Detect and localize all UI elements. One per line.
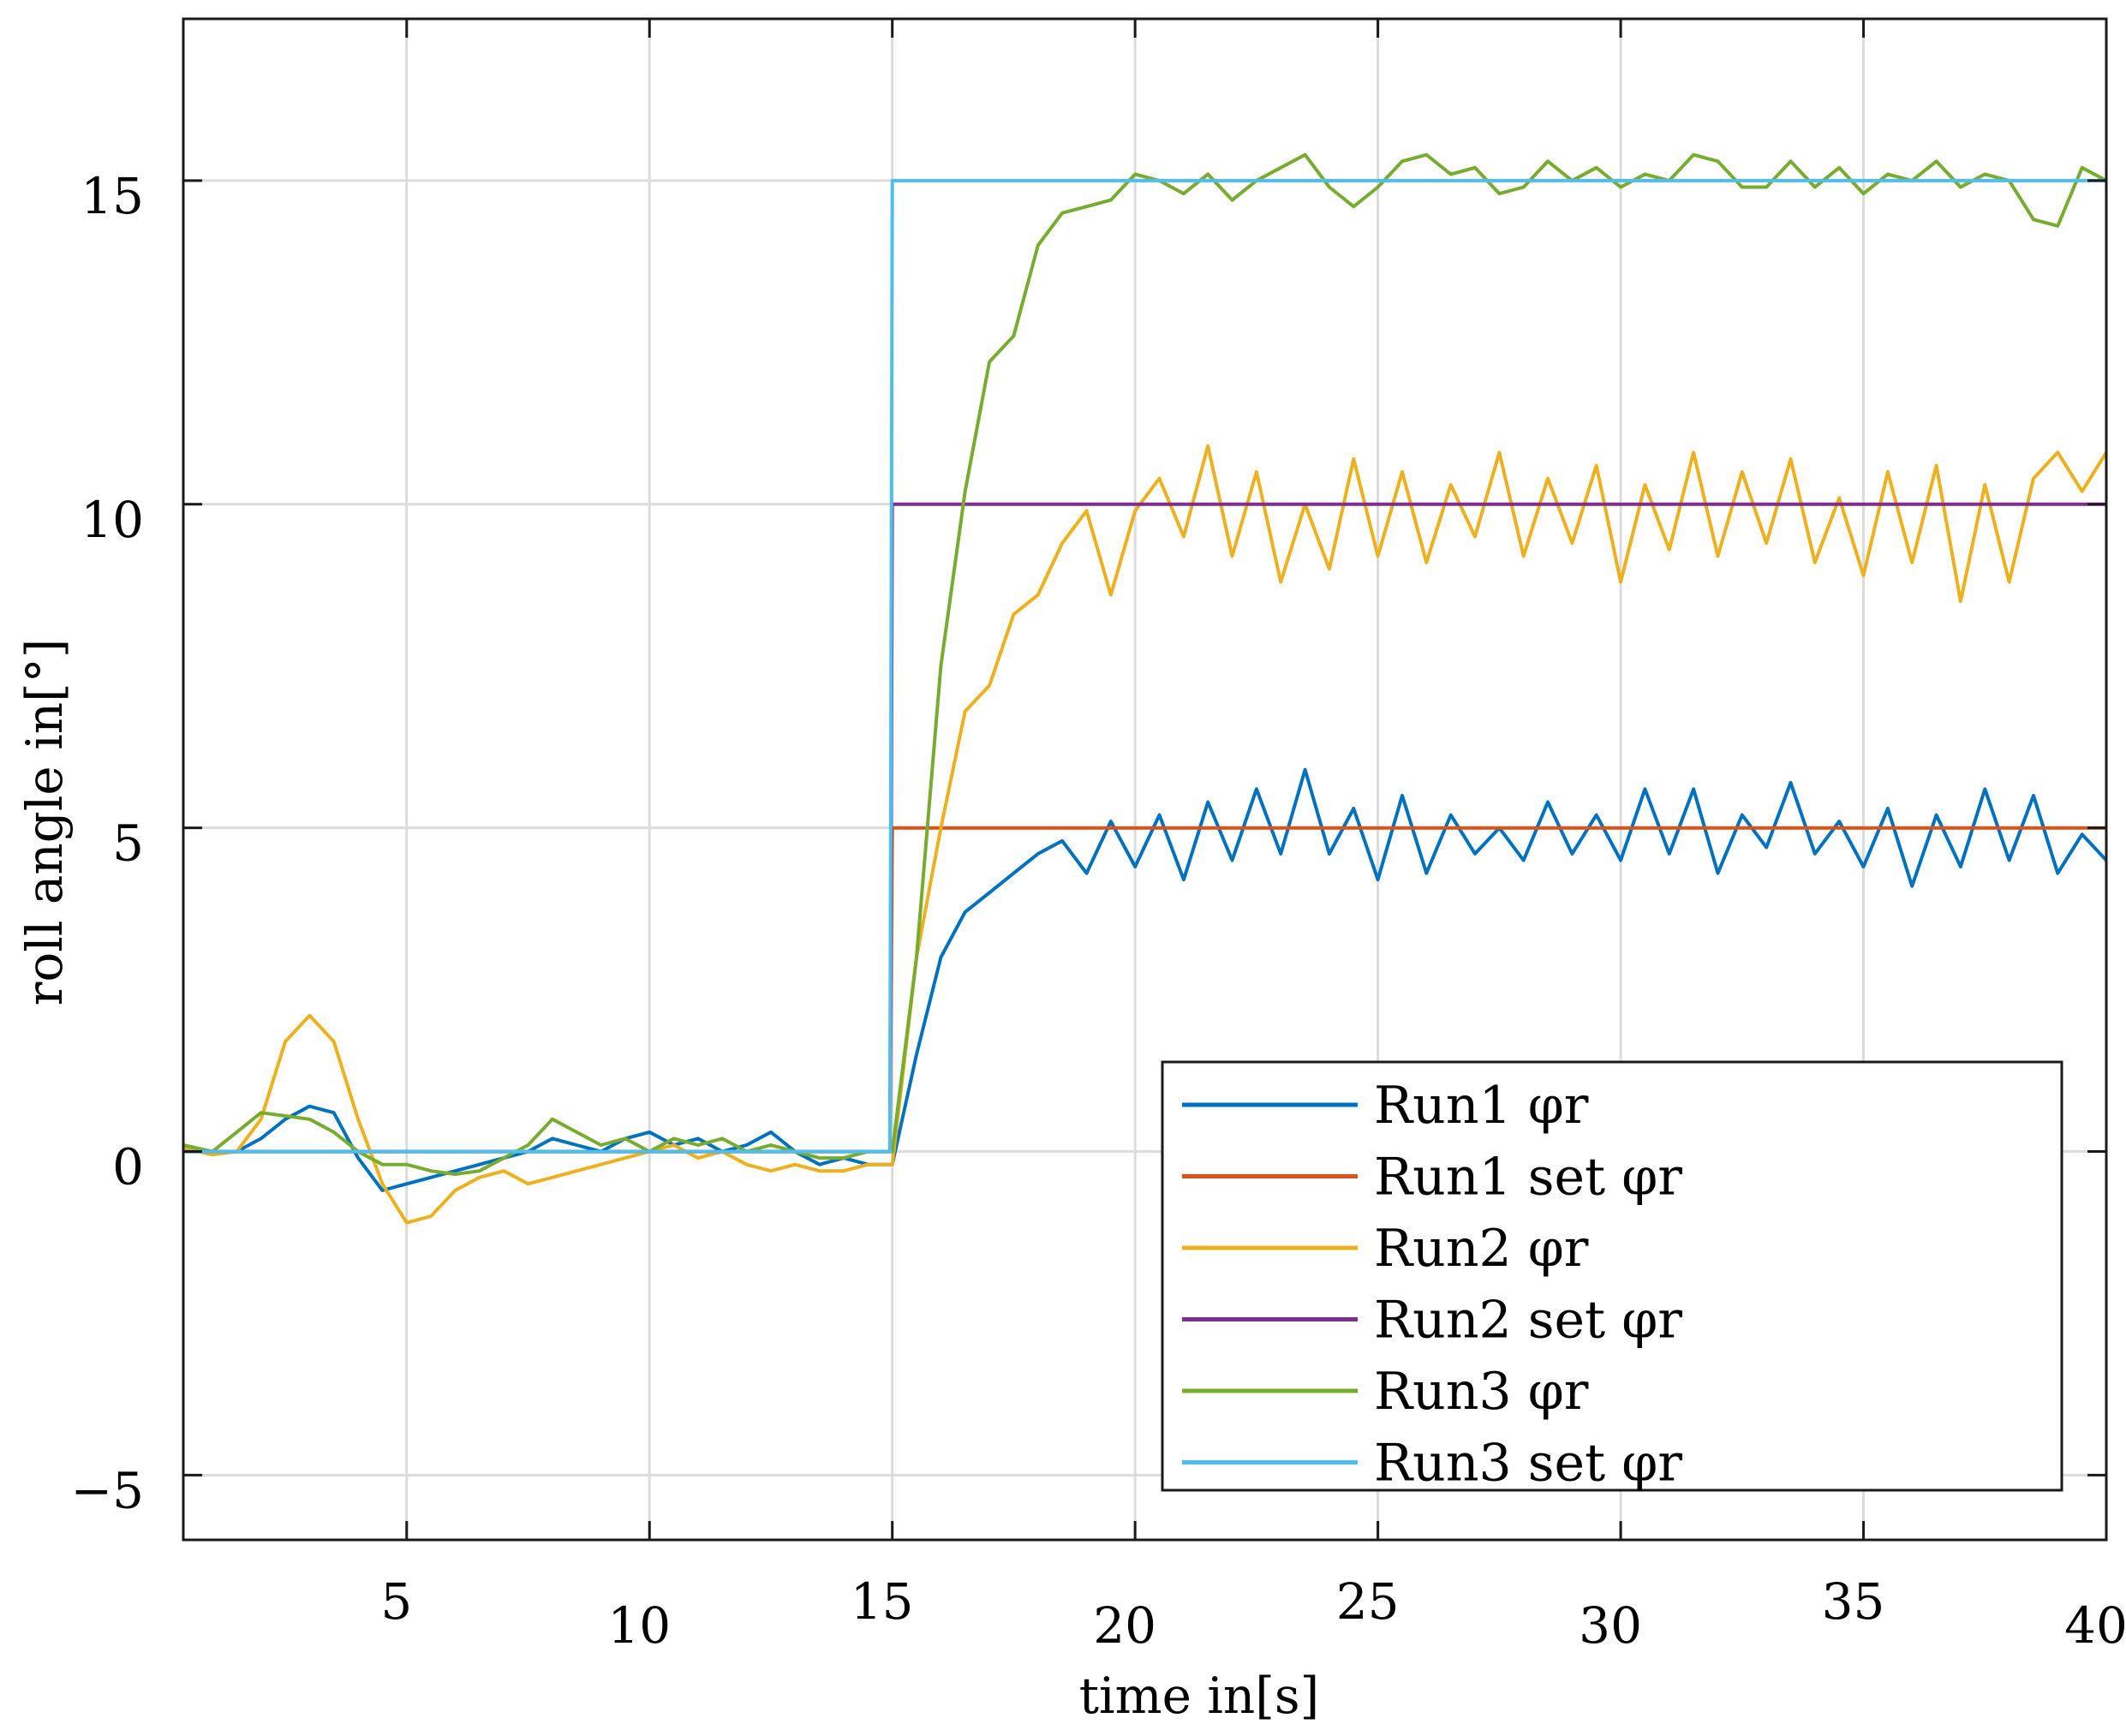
series-line-run3-set-r (183, 178, 2106, 1154)
y-tick-label: 5 (112, 814, 144, 873)
x-axis-title: time in[s] (1079, 1667, 1320, 1725)
legend-box (1161, 1060, 2063, 1492)
legend-label: Run1 set φr (1374, 1148, 1682, 1208)
legend-label: Run3 φr (1374, 1362, 1589, 1422)
x-tick-label: 5 (380, 1572, 412, 1631)
y-tick-label: 15 (81, 167, 144, 225)
x-tick-label: 40 (2064, 1596, 2126, 1655)
x-tick-label: 30 (1579, 1596, 1642, 1655)
x-tick-label: 20 (1093, 1596, 1156, 1655)
legend-label: Run2 φr (1374, 1219, 1589, 1279)
legend-label: Run3 set φr (1374, 1434, 1682, 1494)
y-axis-title: roll angle in[°] (15, 639, 74, 1006)
plot-area-frame (182, 17, 2108, 1542)
x-tick-label: 10 (607, 1596, 671, 1655)
series-line-run3-r (182, 152, 2107, 1176)
series-line-run2-r (182, 444, 2108, 1225)
x-tick-label: 25 (1336, 1572, 1400, 1631)
y-tick-label: 0 (112, 1138, 144, 1196)
legend-entries: Run1 φr Run1 set φr Run2 φr Run2 set φr Run3… (1182, 1076, 1682, 1494)
series-layer (182, 152, 2108, 1225)
legend: Run1 φr Run1 set φr Run2 φr Run2 set φr Run3… (1161, 1060, 2063, 1494)
tick-layer: 5 10 15 20 25 30 35 40 −5 0 5 10 15 (71, 19, 2126, 1655)
y-tick-label: 10 (81, 491, 144, 549)
legend-label: Run1 φr (1374, 1076, 1589, 1136)
legend-label: Run2 set φr (1374, 1291, 1682, 1351)
x-tick-label: 15 (851, 1572, 914, 1631)
x-tick-label: 35 (1822, 1572, 1885, 1631)
y-tick-label: −5 (71, 1461, 145, 1519)
